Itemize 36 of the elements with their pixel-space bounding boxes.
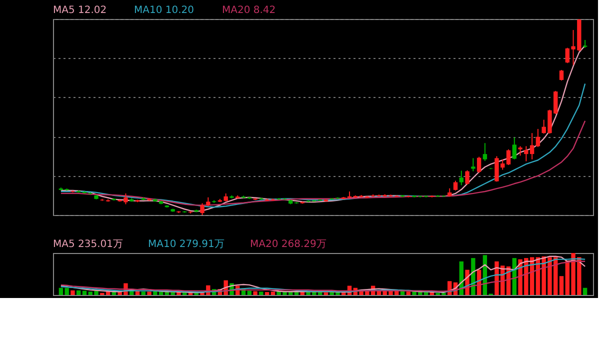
bar: [141, 292, 146, 295]
bar: [300, 292, 304, 295]
bar: [259, 292, 264, 295]
bar: [76, 290, 81, 295]
bar: [70, 290, 75, 295]
text: MA10 10.20: [134, 5, 194, 16]
bar: [147, 292, 152, 295]
candlestick: [506, 148, 511, 166]
bar: [406, 292, 410, 295]
candlestick: [518, 146, 522, 156]
text: MA20 268.29万: [250, 239, 326, 250]
candlestick: [559, 69, 564, 82]
bar: [324, 292, 328, 295]
bar: [264, 292, 270, 295]
bar: [559, 276, 564, 295]
candlestick: [512, 136, 516, 160]
candlestick: [482, 142, 488, 162]
candlestick: [200, 202, 204, 216]
bar: [82, 290, 87, 295]
candlestick: [453, 180, 458, 191]
candlestick: [476, 156, 482, 174]
bar: [247, 290, 252, 295]
candlestick: [471, 158, 476, 172]
bar: [176, 292, 181, 295]
bar: [430, 292, 434, 295]
text: MA5 235.01万: [53, 239, 123, 250]
bar: [270, 292, 276, 295]
bar: [582, 288, 588, 295]
candlestick: [465, 170, 470, 186]
bar: [253, 291, 258, 295]
text: MA20 8.42: [222, 5, 276, 16]
text: MA10 279.91万: [148, 239, 224, 250]
text: MA5 12.02: [53, 5, 107, 16]
candlestick: [459, 170, 464, 186]
bar: [182, 292, 187, 295]
candlestick: [536, 128, 540, 148]
